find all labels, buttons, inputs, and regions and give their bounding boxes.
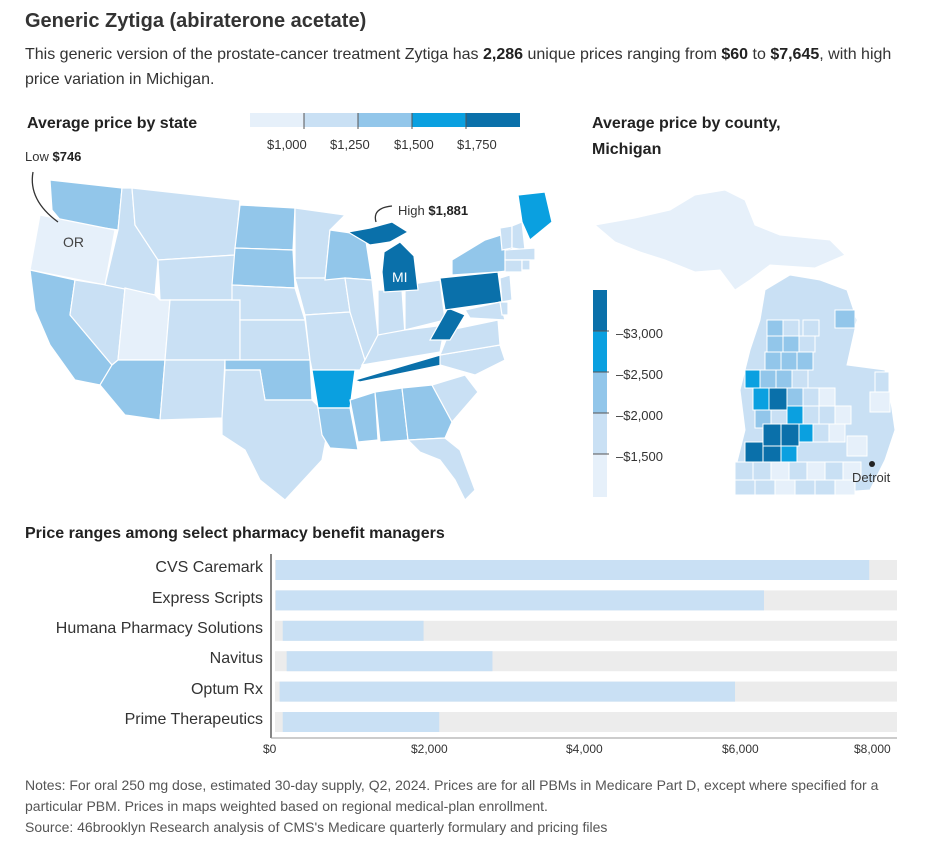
page-title: Generic Zytiga (abiraterone acetate) <box>25 10 367 32</box>
state-ma <box>504 247 536 261</box>
category-label: Navitus <box>209 650 263 667</box>
state-legend-swatches <box>250 113 520 129</box>
state-ia <box>294 277 351 316</box>
x-tick-label: $8,000 <box>854 742 891 756</box>
range-bar <box>279 681 736 702</box>
county-legend-label-3: –$2,000 <box>616 408 663 423</box>
state-in <box>377 289 406 336</box>
county-legend-swatches <box>593 290 609 497</box>
state-map-title: Average price by state <box>27 115 198 132</box>
state-tx <box>221 369 331 501</box>
state-legend-label-1: $1,000 <box>267 137 307 152</box>
state-fl <box>406 437 476 502</box>
category-label: CVS Caremark <box>155 559 263 576</box>
county-legend-label-4: –$1,500 <box>616 449 663 464</box>
x-tick-label: $2,000 <box>411 742 448 756</box>
notes: Notes: For oral 250 mg dose, estimated 3… <box>25 775 905 838</box>
range-bar <box>275 560 870 580</box>
category-label: Optum Rx <box>190 681 263 698</box>
state-ri <box>521 259 531 271</box>
state-mi-upper <box>346 221 410 246</box>
category-label: Humana Pharmacy Solutions <box>55 620 263 637</box>
state-nd <box>234 204 296 251</box>
state-ga <box>401 384 453 441</box>
county-legend-label-1: –$3,000 <box>616 326 663 341</box>
county-map-title: Average price by county, Michigan <box>592 115 781 158</box>
category-label: Express Scripts <box>151 590 263 607</box>
state-ks <box>239 319 311 361</box>
state-legend-swatch-3 <box>358 113 412 127</box>
state-label-or: OR <box>63 234 84 250</box>
source-text: Source: 46brooklyn Research analysis of … <box>25 819 608 835</box>
state-az <box>99 359 166 421</box>
state-wy <box>157 254 236 301</box>
state-vt <box>499 225 513 251</box>
state-nh <box>511 221 526 251</box>
state-ne <box>231 284 306 321</box>
subtitle: This generic version of the prostate-can… <box>25 46 892 88</box>
pbm-range-chart <box>270 554 897 739</box>
county-up <box>593 189 846 291</box>
state-ms <box>349 391 379 443</box>
state-legend-label-4: $1,750 <box>457 137 497 152</box>
notes-text: Notes: For oral 250 mg dose, estimated 3… <box>25 777 879 814</box>
state-la <box>317 407 359 451</box>
state-ar <box>311 369 356 409</box>
range-bar <box>275 590 764 611</box>
state-md <box>464 301 506 321</box>
state-legend-swatch-5 <box>466 113 520 127</box>
category-label: Prime Therapeutics <box>124 711 263 728</box>
state-nj <box>499 274 513 303</box>
range-bar <box>286 651 493 672</box>
state-legend-swatch-1 <box>250 113 304 127</box>
state-co <box>164 299 241 361</box>
state-va <box>439 319 501 356</box>
county-legend-label-2: –$2,500 <box>616 367 663 382</box>
state-de <box>499 301 509 316</box>
us-state-map: OR MI <box>29 171 553 502</box>
x-tick-label: $0 <box>263 742 277 756</box>
state-ct <box>504 259 523 273</box>
detroit-label: Detroit <box>852 470 891 485</box>
state-legend-label-3: $1,500 <box>394 137 434 152</box>
x-tick-label: $6,000 <box>722 742 759 756</box>
x-tick-label: $4,000 <box>566 742 603 756</box>
state-mi-lower <box>381 241 419 293</box>
detroit-marker <box>869 461 875 467</box>
state-nm <box>159 359 226 421</box>
state-me <box>517 191 553 241</box>
state-legend-swatch-4 <box>412 113 466 127</box>
state-sd <box>231 247 296 289</box>
high-annotation: High $1,881 <box>398 203 469 218</box>
state-wv <box>428 307 466 341</box>
range-bar <box>282 712 440 732</box>
county-tiles <box>734 309 891 496</box>
range-track <box>275 620 897 641</box>
state-legend-swatch-2 <box>304 113 358 127</box>
state-sc <box>431 374 479 424</box>
bar-chart-title: Price ranges among select pharmacy benef… <box>25 525 445 542</box>
state-legend-label-2: $1,250 <box>330 137 370 152</box>
low-annotation: Low $746 <box>25 149 82 164</box>
range-bar <box>282 620 424 641</box>
state-label-mi: MI <box>392 269 408 285</box>
county-map <box>593 189 896 497</box>
